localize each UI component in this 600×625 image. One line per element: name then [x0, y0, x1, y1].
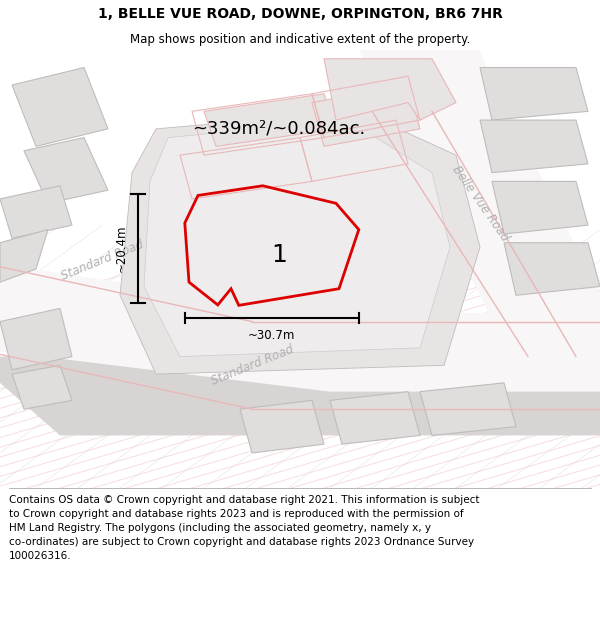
Polygon shape [348, 28, 600, 357]
Polygon shape [480, 120, 588, 172]
Polygon shape [504, 242, 600, 295]
Text: ~339m²/~0.084ac.: ~339m²/~0.084ac. [192, 120, 365, 138]
Polygon shape [492, 181, 588, 234]
Polygon shape [12, 366, 72, 409]
Polygon shape [420, 383, 516, 436]
Polygon shape [12, 68, 108, 146]
Polygon shape [330, 392, 420, 444]
Polygon shape [24, 138, 108, 203]
Polygon shape [0, 357, 600, 436]
Polygon shape [240, 401, 324, 453]
Polygon shape [0, 186, 72, 238]
Text: Standard Road: Standard Road [209, 343, 295, 388]
Text: Standard Road: Standard Road [59, 238, 145, 282]
Polygon shape [312, 85, 420, 146]
Polygon shape [144, 120, 450, 357]
Polygon shape [0, 260, 600, 392]
Polygon shape [324, 59, 456, 120]
Polygon shape [0, 229, 48, 282]
Text: 1: 1 [272, 243, 287, 267]
Text: Map shows position and indicative extent of the property.: Map shows position and indicative extent… [130, 32, 470, 46]
Text: 1, BELLE VUE ROAD, DOWNE, ORPINGTON, BR6 7HR: 1, BELLE VUE ROAD, DOWNE, ORPINGTON, BR6… [98, 7, 502, 21]
Text: Belle Vue Road: Belle Vue Road [449, 163, 511, 244]
Text: ~30.7m: ~30.7m [248, 329, 295, 342]
Polygon shape [120, 111, 480, 374]
Polygon shape [204, 94, 336, 146]
Polygon shape [0, 308, 72, 370]
Polygon shape [480, 68, 588, 120]
Text: Contains OS data © Crown copyright and database right 2021. This information is : Contains OS data © Crown copyright and d… [9, 495, 479, 561]
Text: ~20.4m: ~20.4m [115, 224, 128, 272]
